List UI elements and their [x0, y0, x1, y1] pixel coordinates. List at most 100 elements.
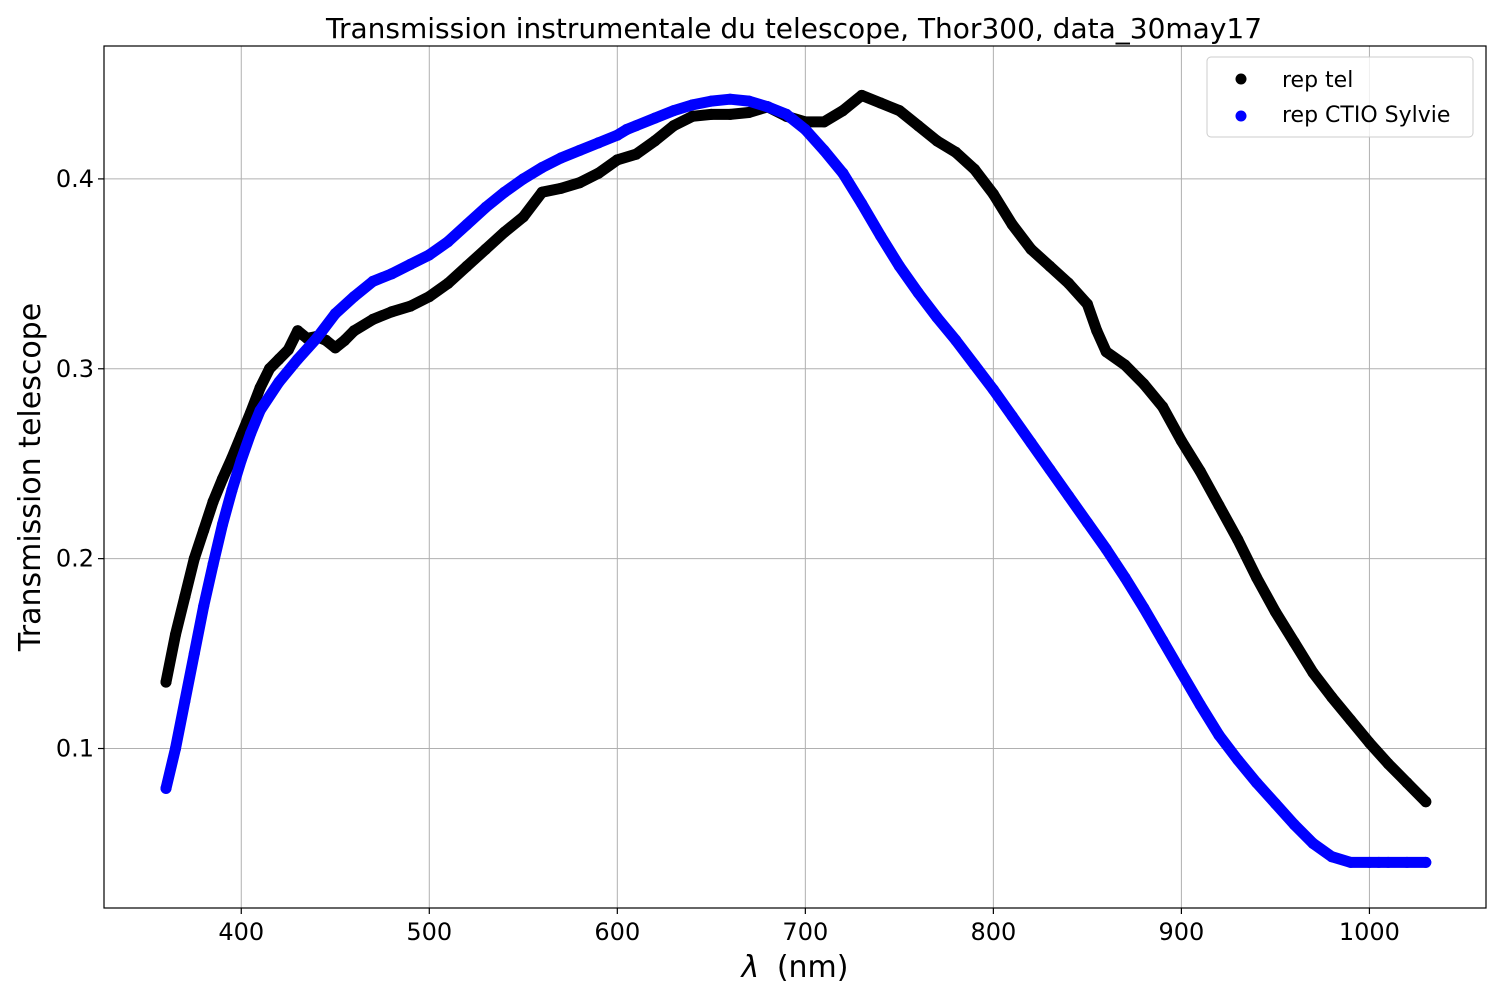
- data-point: [217, 473, 228, 485]
- data-point: [856, 89, 868, 101]
- data-point: [1044, 463, 1056, 475]
- data-point: [461, 219, 473, 230]
- data-point: [743, 95, 755, 107]
- data-point: [630, 120, 642, 132]
- data-point: [423, 291, 435, 303]
- data-point: [724, 93, 736, 105]
- chart-title: Transmission instrumentale du telescope,…: [325, 12, 1262, 45]
- data-point: [912, 120, 924, 132]
- data-point: [1025, 243, 1037, 255]
- data-point: [574, 177, 586, 189]
- y-tick-label: 0.2: [56, 545, 94, 573]
- data-point: [339, 334, 351, 346]
- data-point: [235, 454, 247, 466]
- data-point: [668, 105, 680, 117]
- data-point: [179, 591, 191, 603]
- data-point: [1363, 856, 1375, 868]
- data-point: [292, 325, 304, 337]
- data-point: [1006, 410, 1018, 422]
- data-point: [1044, 260, 1056, 272]
- data-point: [1401, 856, 1413, 868]
- data-point: [273, 376, 285, 388]
- data-point: [856, 198, 868, 210]
- data-point: [893, 260, 905, 272]
- legend-marker-rep-tel: [1235, 73, 1247, 85]
- data-point: [442, 236, 454, 248]
- legend-marker-rep-ctio-sylvie: [1235, 110, 1247, 122]
- data-point: [1091, 325, 1103, 337]
- data-point: [245, 427, 257, 439]
- data-point: [687, 110, 698, 122]
- data-point: [781, 108, 792, 120]
- data-point: [264, 363, 275, 375]
- data-point: [480, 243, 492, 255]
- data-point: [893, 105, 905, 117]
- data-point: [1006, 219, 1018, 230]
- data-point: [875, 230, 887, 242]
- data-point: [630, 148, 642, 160]
- data-point: [198, 600, 210, 612]
- data-point: [1232, 754, 1244, 766]
- data-point: [1213, 500, 1225, 511]
- data-point: [1100, 346, 1112, 358]
- data-point: [668, 120, 680, 132]
- data-point: [687, 99, 698, 111]
- data-point: [621, 124, 633, 135]
- x-axis-symbol: λ: [740, 950, 760, 985]
- data-point: [1363, 737, 1375, 749]
- legend-label-rep-tel: rep tel: [1282, 68, 1353, 93]
- data-point: [705, 108, 717, 120]
- data-point: [987, 384, 999, 396]
- data-point: [969, 359, 981, 371]
- data-point: [1269, 798, 1281, 810]
- data-point: [1175, 435, 1187, 447]
- data-point: [969, 163, 981, 175]
- data-point: [1251, 777, 1263, 789]
- data-point: [188, 648, 200, 660]
- data-point: [536, 186, 548, 198]
- data-point: [536, 162, 548, 173]
- data-point: [160, 782, 172, 794]
- data-point: [1157, 634, 1169, 646]
- data-point: [1307, 667, 1319, 679]
- data-point: [837, 105, 849, 117]
- data-point: [217, 519, 228, 530]
- data-point: [367, 313, 379, 325]
- data-point: [292, 353, 304, 365]
- data-point: [461, 260, 473, 272]
- data-point: [818, 116, 830, 128]
- data-point: [386, 306, 398, 318]
- x-tick-label: 800: [970, 918, 1016, 946]
- data-point: [348, 325, 360, 337]
- data-point: [405, 258, 416, 270]
- data-point: [207, 496, 219, 508]
- x-tick-label: 400: [218, 918, 264, 946]
- data-point: [423, 249, 435, 261]
- data-point: [1307, 837, 1319, 849]
- data-point: [1251, 572, 1263, 584]
- svg-text:λ (nm): λ (nm): [740, 950, 849, 985]
- data-point: [1081, 298, 1093, 310]
- data-point: [1401, 777, 1413, 789]
- data-point: [282, 344, 294, 356]
- data-point: [1119, 572, 1131, 584]
- series-trace: [160, 89, 1432, 808]
- data-point: [517, 173, 529, 185]
- data-point: [555, 152, 567, 164]
- data-point: [1119, 359, 1131, 371]
- data-point: [649, 135, 661, 147]
- data-point: [499, 226, 510, 238]
- y-tick-label: 0.3: [56, 355, 94, 383]
- data-point: [329, 308, 341, 320]
- data-point: [611, 129, 623, 141]
- data-point: [160, 676, 172, 688]
- data-point: [386, 268, 398, 280]
- data-point: [1345, 714, 1357, 726]
- data-point: [329, 342, 341, 354]
- series-rep-ctio-sylvie: [160, 93, 1432, 868]
- data-point: [1326, 851, 1338, 863]
- x-tick-label: 900: [1158, 918, 1204, 946]
- data-point: [931, 312, 943, 323]
- series-trace: [160, 93, 1432, 868]
